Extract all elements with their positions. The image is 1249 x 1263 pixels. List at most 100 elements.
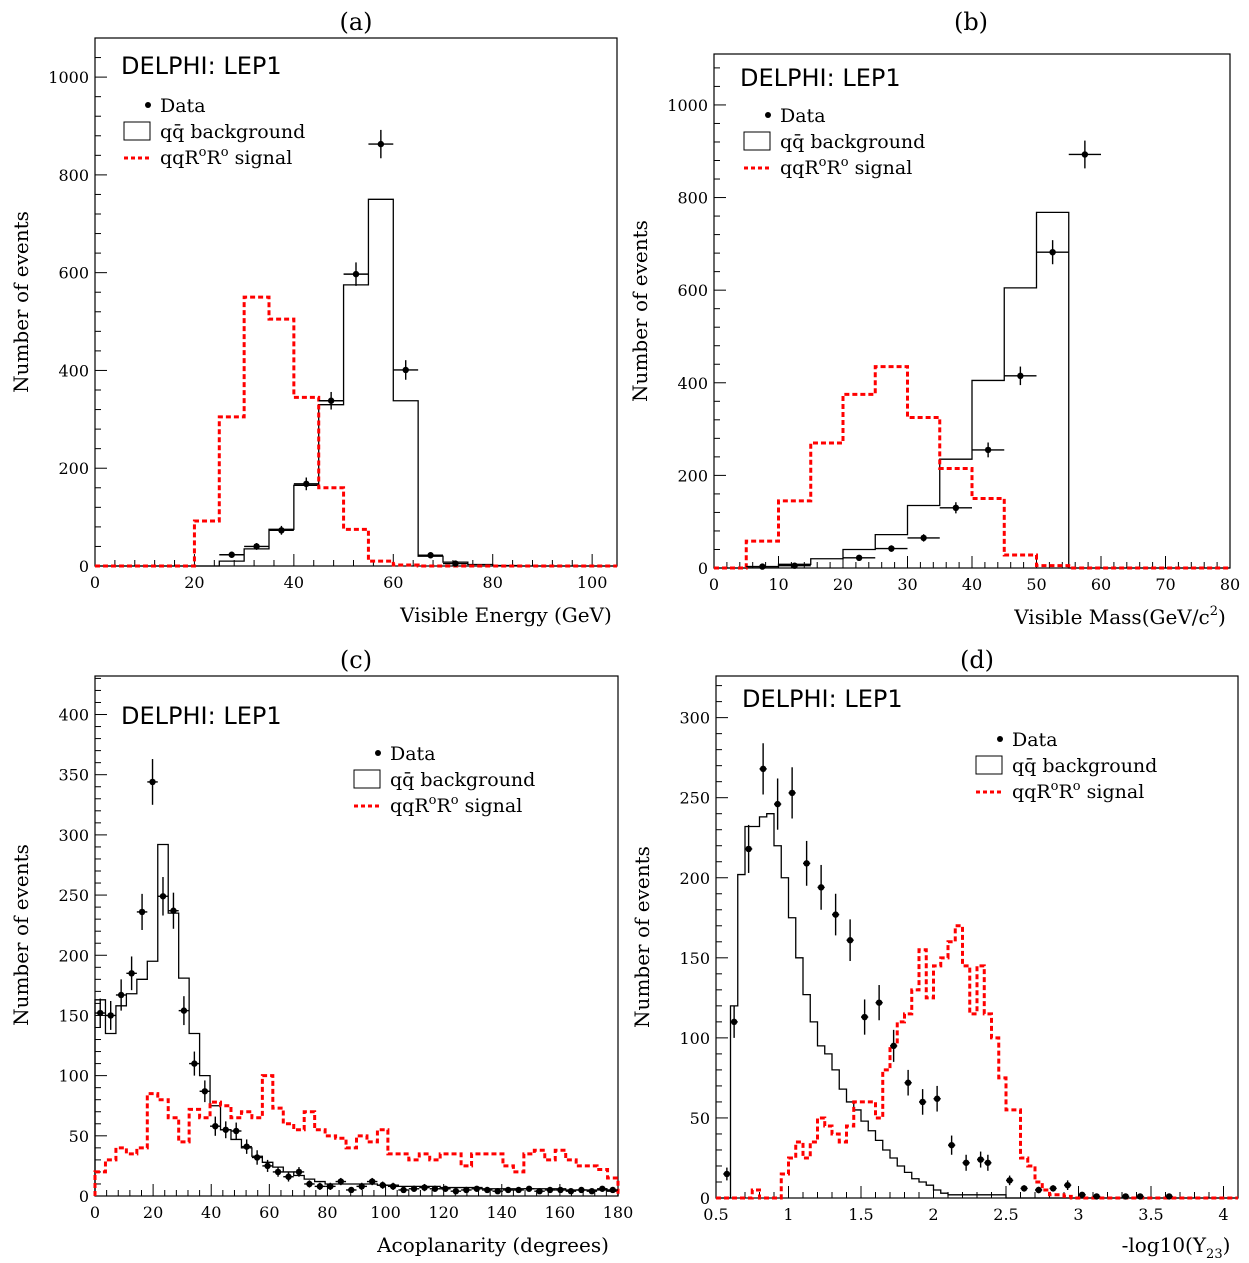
y-tick-label: 100 (58, 1067, 89, 1086)
y-tick-label: 0 (79, 557, 89, 576)
data-marker (1165, 1193, 1173, 1200)
x-axis-label-end: ) (1218, 605, 1226, 629)
data-marker (759, 765, 767, 773)
data-marker (128, 970, 135, 977)
data-marker (948, 1141, 955, 1149)
data-point (443, 560, 468, 567)
data-marker (599, 1185, 606, 1192)
data-marker (264, 1162, 271, 1170)
x-axis-label-main: Visible Mass(GeV/c (1013, 605, 1209, 629)
data-marker (977, 1156, 984, 1163)
signal-histogram (714, 365, 1230, 570)
data-marker (494, 1187, 501, 1195)
data-marker (278, 527, 285, 534)
data-marker (1049, 248, 1056, 256)
legend-signal-prefix: qqR (390, 795, 429, 817)
y-axis-label: Number of events (628, 220, 652, 402)
data-point (393, 360, 419, 380)
data-marker (191, 1060, 198, 1067)
data-point (398, 1186, 409, 1194)
panel-b: 0 10 20 30 40 50 60 70 8002004006008001000(b)DEL… (628, 8, 1240, 629)
data-marker (832, 911, 839, 918)
x-tick-label: 0 (709, 575, 719, 594)
data-marker (274, 1168, 282, 1176)
data-marker (557, 1186, 564, 1194)
panel-label: (c) (340, 646, 372, 674)
panel-label: (d) (960, 646, 994, 674)
y-tick-label: 50 (690, 1109, 710, 1128)
data-point (1064, 1180, 1072, 1190)
y-tick-label: 400 (58, 706, 89, 725)
data-point (262, 1159, 273, 1172)
data-point (774, 778, 782, 830)
data-point (555, 1186, 566, 1194)
plot-frame (94, 37, 618, 567)
data-point (576, 1186, 587, 1194)
legend-signal-sup: o (819, 155, 827, 170)
data-point (418, 552, 443, 559)
data-point (283, 1171, 294, 1182)
data-marker (303, 480, 310, 488)
data-marker (609, 1186, 616, 1194)
legend-signal-suffix: signal (849, 157, 913, 179)
data-point (933, 1085, 941, 1112)
y-tick-label: 150 (58, 1006, 89, 1025)
data-marker (515, 1186, 522, 1194)
data-marker (890, 1042, 897, 1050)
data-marker (504, 1186, 512, 1194)
data-point (861, 999, 869, 1035)
data-marker (253, 543, 260, 550)
data-point (219, 551, 245, 558)
data-point (450, 1187, 462, 1195)
data-marker (138, 908, 146, 916)
data-marker (285, 1173, 292, 1180)
legend-signal-sup-2: o (221, 145, 229, 160)
data-point (293, 477, 319, 491)
data-point (157, 877, 169, 916)
data-point (843, 554, 876, 562)
data-point (597, 1185, 608, 1192)
data-point (904, 1069, 912, 1096)
y-tick-label: 0 (79, 1187, 89, 1206)
legend-signal-sup-2: o (1073, 779, 1081, 794)
data-marker (222, 1126, 229, 1133)
data-marker (888, 545, 895, 552)
data-marker (861, 1013, 868, 1021)
data-marker (578, 1186, 585, 1194)
plot-frame (715, 675, 1239, 1199)
x-tick-label: 2 (928, 1205, 938, 1224)
data-marker (588, 1187, 596, 1195)
legend-signal-sup: o (199, 145, 207, 160)
data-marker (546, 1186, 554, 1194)
data-point (346, 1186, 357, 1194)
data-marker (745, 845, 752, 853)
legend-signal-mid: R (826, 157, 841, 179)
y-tick-label: 800 (677, 189, 708, 208)
legend-background-swatch (123, 121, 151, 141)
y-axis-label: Number of events (9, 211, 33, 393)
x-tick-label: 20 (143, 1203, 163, 1222)
data-marker (431, 1185, 439, 1192)
x-axis-label-main: -log10(Y (1122, 1233, 1207, 1257)
x-tick-label: 1 (783, 1205, 793, 1224)
data-point (492, 1187, 503, 1195)
experiment-label: DELPHI: LEP1 (121, 52, 282, 80)
legend-data-marker (145, 102, 151, 108)
data-marker (337, 1178, 345, 1185)
y-tick-label: 600 (677, 281, 708, 300)
x-tick-label: 60 (1091, 575, 1111, 594)
data-marker (421, 1184, 428, 1191)
data-marker (984, 446, 992, 454)
data-marker (855, 554, 863, 562)
y-tick-label: 200 (677, 466, 708, 485)
data-marker (463, 1186, 470, 1194)
data-point (136, 893, 148, 930)
data-marker (952, 504, 960, 512)
data-marker (452, 560, 459, 567)
data-point (178, 996, 190, 1026)
legend-signal-label: qqRoRo signal (1012, 779, 1144, 803)
legend-signal-label: qqRoRo signal (390, 793, 522, 817)
data-marker (389, 1183, 397, 1190)
y-tick-label: 50 (69, 1127, 89, 1146)
data-point (419, 1183, 430, 1192)
